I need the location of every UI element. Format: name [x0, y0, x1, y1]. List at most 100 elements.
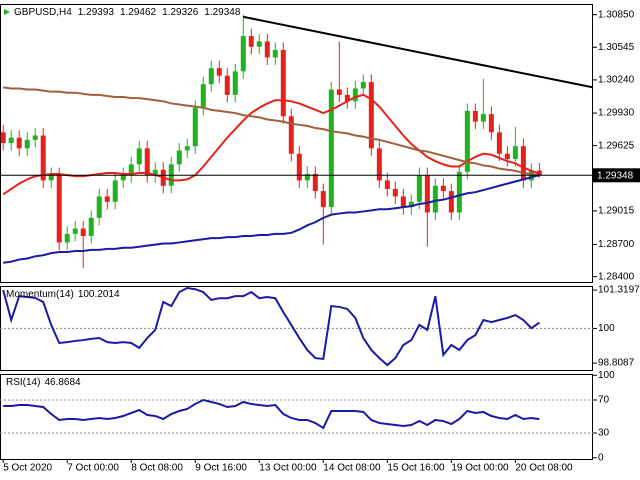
y-tick-label: 1.30850	[598, 9, 635, 20]
indicator-name: Momentum(14)	[6, 289, 74, 300]
candle-body	[88, 217, 94, 237]
candle-body	[408, 201, 414, 208]
candle-body	[24, 139, 30, 149]
candle-body	[16, 137, 22, 149]
candle-body	[192, 107, 198, 147]
candle-body	[280, 49, 286, 117]
y-tick-label: 98.8087	[598, 358, 635, 369]
candle-body	[72, 228, 78, 234]
candle-body	[448, 191, 454, 213]
y-tick-label: 1.28400	[598, 271, 635, 282]
candle-body	[40, 135, 46, 181]
candle-body	[464, 110, 470, 172]
x-tick-label: 7 Oct 00:00	[67, 463, 119, 474]
trendline	[243, 15, 594, 89]
candle-body	[296, 153, 302, 181]
ohlc-value: 1.29393	[78, 7, 115, 18]
candle-body	[272, 49, 278, 58]
candle-body	[176, 150, 182, 165]
indicator-value: 100.2014	[78, 289, 120, 300]
indicator-line	[3, 86, 540, 178]
x-tick-label: 9 Oct 16:00	[195, 463, 247, 474]
x-tick-label: 14 Oct 08:00	[323, 463, 381, 474]
candle-body	[96, 196, 102, 218]
ohlc-value: 1.29462	[120, 7, 157, 18]
candle-body	[104, 196, 110, 202]
candle-body	[232, 71, 238, 95]
candle-body	[472, 110, 478, 122]
candle-body	[320, 191, 326, 208]
y-tick-label: 1.30240	[598, 75, 635, 86]
candle-body	[440, 185, 446, 192]
candle-body	[256, 41, 262, 47]
candle-body	[184, 146, 190, 151]
symbol: GBPUSD,H4	[14, 7, 72, 18]
candle-body	[80, 228, 86, 237]
y-tick-label: 1.28700	[598, 239, 635, 250]
candle-body	[344, 94, 350, 102]
candle-body	[496, 132, 502, 154]
candle-body	[224, 75, 230, 95]
candle-body	[400, 196, 406, 208]
chart-header: GBPUSD,H4 1.29393 1.29462 1.29326 1.29348	[14, 7, 241, 18]
candle-body	[512, 146, 518, 160]
indicator-name: RSI(14)	[6, 377, 40, 388]
candle-body	[368, 82, 374, 149]
candle-body	[488, 114, 494, 133]
candle-body	[288, 116, 294, 154]
y-tick-label: 100	[598, 323, 615, 334]
y-tick-label: 30	[598, 428, 610, 439]
candle-body	[152, 169, 158, 176]
candle-body	[336, 89, 342, 95]
y-tick-label: 1.30545	[598, 42, 635, 53]
candle-body	[200, 84, 206, 108]
candle-body	[8, 137, 14, 143]
candle-body	[304, 174, 310, 181]
candle-body	[504, 153, 510, 160]
candle-body	[416, 175, 422, 202]
ohlc-value: 1.29348	[204, 7, 241, 18]
y-tick-label: 100	[598, 370, 615, 381]
candle-body	[264, 41, 270, 58]
panel-frame	[0, 374, 593, 460]
last-price-box	[593, 168, 640, 183]
y-tick-label: 1.29930	[598, 108, 635, 119]
candle-body	[240, 36, 246, 72]
candle-body	[480, 114, 486, 122]
candle-body	[360, 82, 366, 89]
y-tick-label: 70	[598, 395, 610, 406]
indicator-header: RSI(14) 46.8684	[6, 377, 81, 388]
indicator-header: Momentum(14) 100.2014	[6, 289, 120, 300]
candle-body	[0, 132, 6, 143]
candle-body	[112, 180, 118, 202]
x-tick-label: 20 Oct 08:00	[515, 463, 573, 474]
x-tick-label: 19 Oct 00:00	[451, 463, 509, 474]
candle-body	[208, 68, 214, 85]
candle-body	[216, 68, 222, 76]
indicator-value: 46.8684	[44, 377, 81, 388]
candle-body	[64, 233, 70, 243]
candle-body	[56, 175, 62, 243]
y-tick-label: 101.3197	[598, 285, 640, 296]
x-tick-label: 5 Oct 2020	[3, 463, 52, 474]
candle-body	[32, 135, 38, 140]
candle-body	[424, 175, 430, 213]
indicator-line	[3, 174, 540, 264]
candle-body	[392, 188, 398, 197]
x-tick-label: 8 Oct 08:00	[131, 463, 183, 474]
candle-body	[536, 170, 542, 176]
candle-body	[248, 36, 254, 47]
candle-body	[128, 164, 134, 176]
y-tick-label: 0	[598, 452, 604, 463]
candle-body	[456, 171, 462, 213]
candle-body	[520, 146, 526, 181]
candle-body	[328, 89, 334, 208]
indicator-line	[2, 286, 540, 367]
y-tick-label: 1.29625	[598, 140, 635, 151]
x-tick-label: 15 Oct 16:00	[387, 463, 445, 474]
candle-body	[384, 180, 390, 189]
candle-body	[144, 148, 150, 176]
candle-body	[120, 175, 126, 181]
